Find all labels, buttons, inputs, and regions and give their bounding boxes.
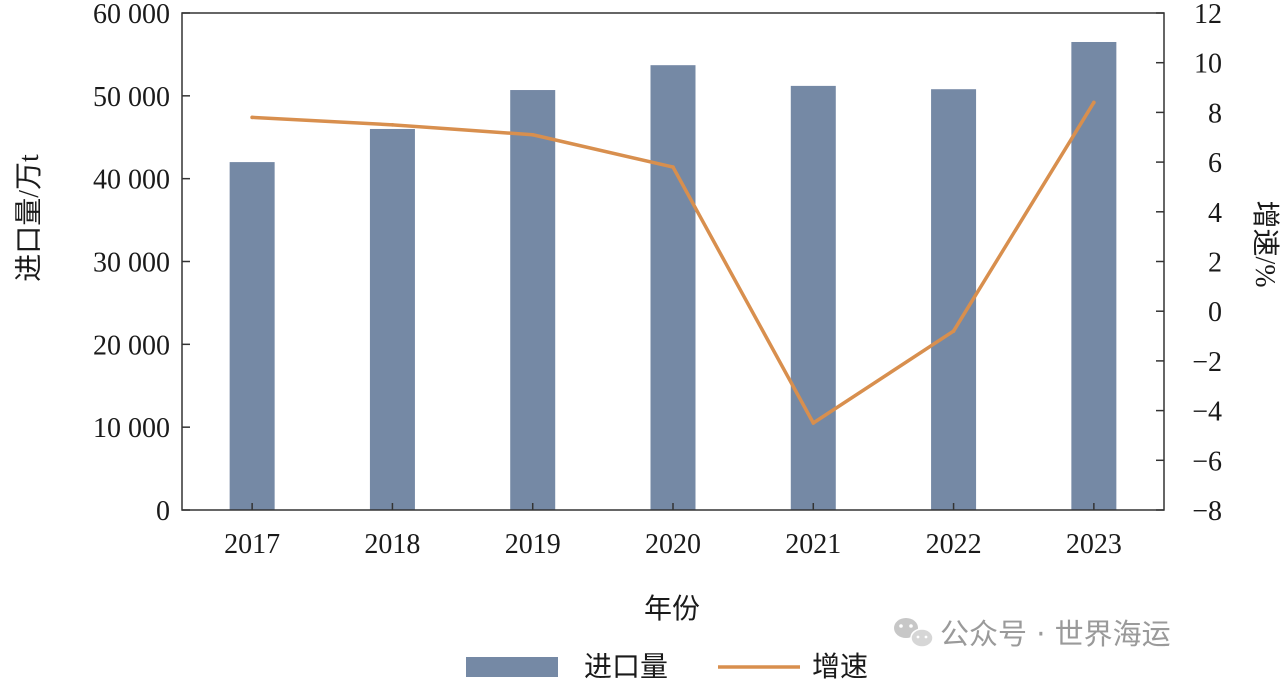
legend: 进口量 增速 — [466, 651, 868, 683]
watermark: 公众号 · 世界海运 — [894, 617, 1171, 651]
ticks-layer: 0 10 000 20 000 30 000 40 000 50 000 60 000 −8 −… — [93, 0, 1222, 560]
x-tick-label: 2020 — [645, 529, 701, 560]
y-tick-label: 40 000 — [93, 165, 170, 196]
y2-tick-label: 6 — [1208, 148, 1222, 179]
y-tick-label: 20 000 — [93, 330, 170, 361]
legend-label-growth: 增速 — [812, 651, 868, 683]
y2-tick-label: −4 — [1192, 397, 1222, 428]
growth-point-2020 — [671, 165, 675, 169]
growth-point-2019 — [530, 132, 535, 137]
y2-axis-label: 增速/% — [1249, 200, 1280, 287]
x-tick-label: 2023 — [1066, 529, 1122, 560]
x-tick-label: 2017 — [224, 529, 280, 560]
x-tick-label: 2022 — [926, 529, 982, 560]
y2-tick-label: 2 — [1208, 248, 1222, 279]
bars-layer — [229, 41, 1117, 510]
y2-tick-label: −8 — [1192, 496, 1222, 527]
y-tick-label: 30 000 — [93, 248, 170, 279]
y-tick-label: 60 000 — [93, 0, 170, 30]
y2-tick-label: 8 — [1208, 98, 1222, 129]
y2-tick-label: 4 — [1208, 198, 1222, 229]
watermark-text: 公众号 · 世界海运 — [940, 617, 1171, 651]
growth-point-2017 — [250, 115, 254, 120]
bar-2020 — [650, 65, 696, 510]
growth-point-2018 — [390, 123, 395, 127]
y2-tick-label: −2 — [1192, 347, 1222, 378]
x-tick-label: 2018 — [364, 529, 420, 560]
x-tick-label: 2021 — [785, 529, 841, 560]
y-axis-label: 进口量/万t — [14, 154, 45, 282]
x-axis-label: 年份 — [644, 593, 700, 625]
bar-2017 — [229, 162, 275, 510]
legend-swatch-imports — [466, 657, 558, 677]
x-tick-label: 2019 — [505, 529, 561, 560]
y2-tick-label: 0 — [1208, 297, 1222, 328]
bar-2021 — [790, 85, 836, 510]
y2-tick-label: −6 — [1192, 446, 1222, 477]
bar-2023 — [1071, 41, 1117, 510]
y-tick-label: 10 000 — [93, 413, 170, 444]
bar-2018 — [369, 128, 415, 510]
growth-point-2021 — [811, 421, 816, 425]
y-tick-label: 50 000 — [93, 82, 170, 113]
y2-tick-label: 10 — [1194, 49, 1222, 80]
legend-label-imports: 进口量 — [584, 652, 668, 683]
y-tick-label: 0 — [156, 496, 170, 527]
line-layer — [250, 100, 1096, 425]
bar-2022 — [931, 89, 977, 510]
bar-2019 — [510, 90, 556, 510]
y2-tick-label: 12 — [1194, 0, 1222, 30]
growth-point-2022 — [951, 329, 956, 333]
wechat-icon — [894, 618, 934, 648]
growth-point-2023 — [1092, 100, 1096, 105]
